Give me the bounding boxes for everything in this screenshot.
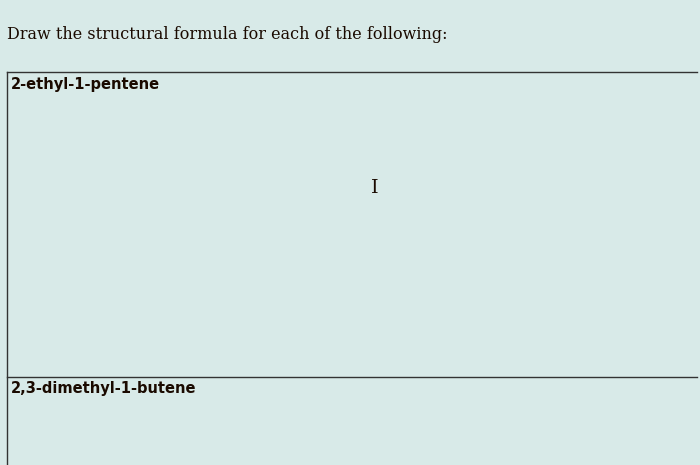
Text: I: I — [371, 179, 378, 197]
Text: Draw the structural formula for each of the following:: Draw the structural formula for each of … — [7, 26, 447, 43]
Text: 2,3-dimethyl-1-butene: 2,3-dimethyl-1-butene — [10, 381, 196, 396]
Text: 2-ethyl-1-pentene: 2-ethyl-1-pentene — [10, 77, 160, 92]
